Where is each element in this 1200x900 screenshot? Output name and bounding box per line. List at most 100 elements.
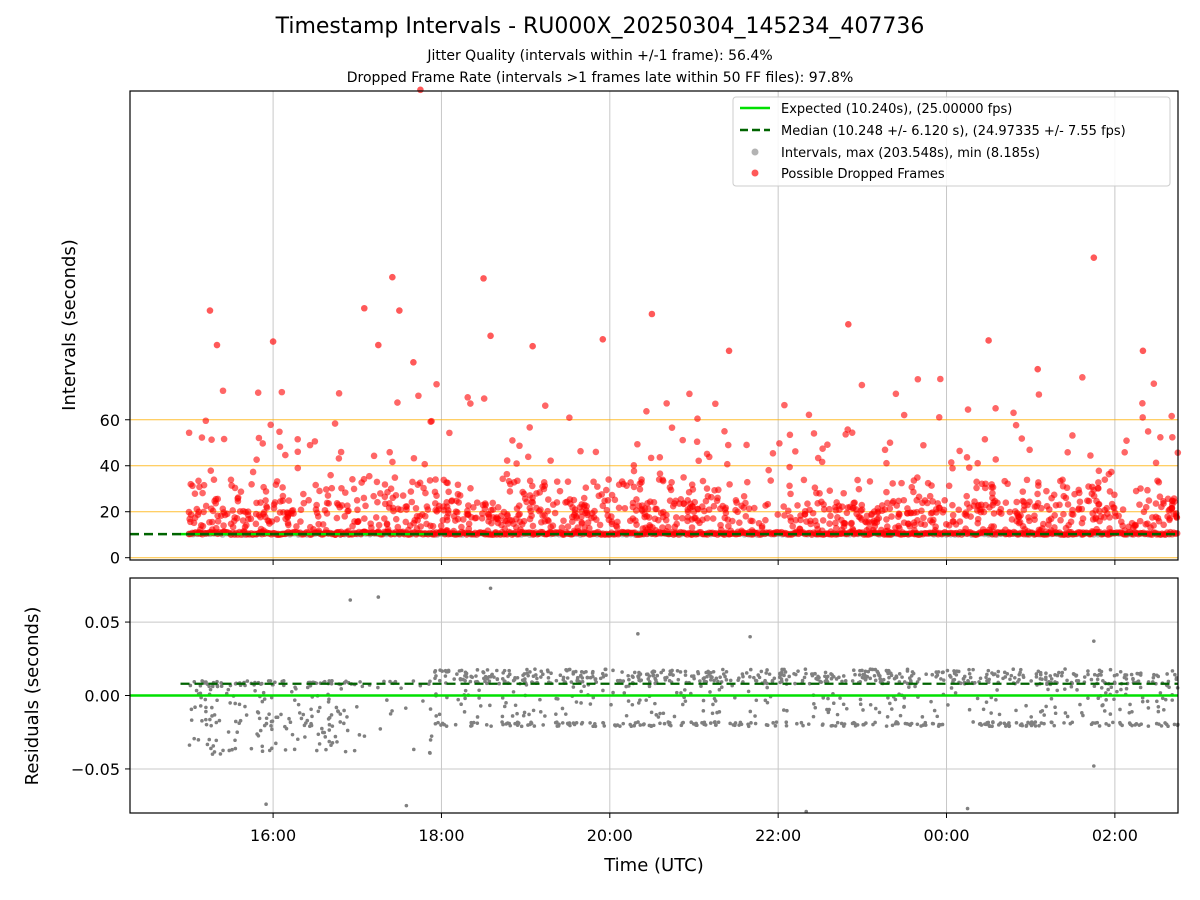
residual-point (946, 703, 950, 707)
dropped-frame-point (383, 521, 391, 528)
residual-point (857, 673, 862, 677)
residual-point (940, 670, 945, 675)
dropped-frame-point (1108, 468, 1115, 476)
dropped-frame-point (259, 440, 267, 447)
residual-point (484, 723, 489, 727)
residual-point (302, 723, 307, 728)
dropped-frame-point (1121, 527, 1128, 534)
dropped-frame-point (920, 441, 927, 449)
dropped-frame-point (470, 504, 477, 511)
dropped-frame-point (253, 456, 260, 463)
dropped-frame-point (630, 462, 638, 469)
residual-point (463, 696, 467, 701)
dropped-frame-point (1095, 467, 1103, 475)
residual-point (477, 688, 481, 693)
dropped-frame-point (643, 513, 651, 520)
residual-point (985, 672, 989, 677)
residual-point (574, 720, 579, 725)
dropped-frame-point (800, 476, 808, 484)
residual-point (711, 702, 715, 707)
dropped-frame-point (1076, 498, 1084, 506)
residual-point (1062, 687, 1067, 691)
dropped-frame-point (239, 517, 247, 524)
dropped-frame-point (506, 488, 514, 495)
residual-point (858, 702, 863, 707)
top-ytick-label: 20 (100, 503, 120, 522)
residual-point (1115, 673, 1119, 677)
legend-intervals-swatch (751, 148, 759, 156)
residual-point (661, 711, 666, 716)
residual-point (281, 679, 286, 683)
dropped-frame-point (1144, 486, 1151, 494)
residual-point (894, 674, 899, 678)
residual-point (626, 699, 631, 703)
residual-point (1107, 723, 1111, 728)
dropped-frame-point (693, 438, 701, 446)
residual-point (792, 671, 796, 676)
dropped-frame-point (611, 496, 619, 504)
dropped-frame-point (767, 477, 775, 484)
dropped-frame-point (270, 504, 278, 512)
dropped-frame-point (844, 504, 852, 511)
residual-point (411, 747, 416, 752)
dropped-frame-point (807, 520, 815, 528)
dropped-frame-point (214, 495, 222, 503)
dropped-frame-point (465, 525, 473, 533)
residual-point (917, 677, 921, 681)
residual-point (443, 674, 448, 678)
residual-point (835, 720, 840, 725)
dropped-frame-point (765, 466, 772, 474)
dropped-frame-point (367, 520, 374, 527)
dropped-frame-point (349, 476, 356, 483)
residual-point (475, 721, 480, 725)
dropped-frame-point (866, 478, 874, 485)
residual-point (258, 728, 263, 733)
dropped-frame-point (328, 484, 336, 492)
residual-point (214, 738, 219, 743)
dropped-frame-point (341, 513, 349, 520)
dropped-frame-point (806, 506, 813, 514)
residual-point (519, 724, 524, 729)
residual-point (609, 702, 613, 707)
legend-median-label: Median (10.248 +/- 6.120 s), (24.97335 +… (781, 124, 1126, 139)
dropped-frame-point (896, 511, 903, 518)
residual-point (342, 680, 347, 685)
residual-point (990, 724, 994, 729)
dropped-frame-point (208, 436, 215, 444)
residual-point (868, 702, 873, 707)
residual-point (588, 675, 593, 680)
dropped-frame-rate-subtitle: Dropped Frame Rate (intervals >1 frames … (346, 70, 854, 86)
dropped-frame-point (272, 481, 280, 488)
dropped-frame-point (1075, 486, 1082, 494)
residual-point (746, 689, 751, 694)
dropped-frame-point (229, 507, 236, 514)
residual-point (338, 712, 343, 716)
residual-point (902, 705, 906, 709)
residual-point (716, 679, 720, 684)
dropped-frame-point (300, 499, 308, 507)
dropped-frame-point (513, 460, 520, 467)
residual-point (333, 734, 338, 739)
dropped-frame-point (1096, 507, 1103, 515)
residual-point (1053, 711, 1058, 716)
dropped-frame-point (327, 471, 334, 479)
dropped-frame-point (315, 527, 323, 535)
dropped-frame-point (529, 499, 537, 506)
residual-point (538, 697, 542, 702)
dropped-frame-point (440, 476, 448, 484)
dropped-frame-point (652, 505, 659, 513)
residual-point (952, 671, 957, 676)
dropped-frame-point (1047, 527, 1055, 534)
dropped-frame-point (884, 499, 891, 507)
dropped-frame-point (841, 520, 849, 527)
residual-point (478, 704, 483, 708)
dropped-frame-point (353, 496, 361, 504)
dropped-frame-point (1035, 391, 1043, 398)
residual-point (1173, 672, 1177, 677)
residual-point (616, 679, 621, 684)
dropped-frame-point (255, 434, 263, 442)
residual-point (683, 699, 688, 703)
residual-point (437, 678, 442, 683)
dropped-frame-point (1156, 493, 1164, 500)
residual-point (523, 679, 527, 684)
